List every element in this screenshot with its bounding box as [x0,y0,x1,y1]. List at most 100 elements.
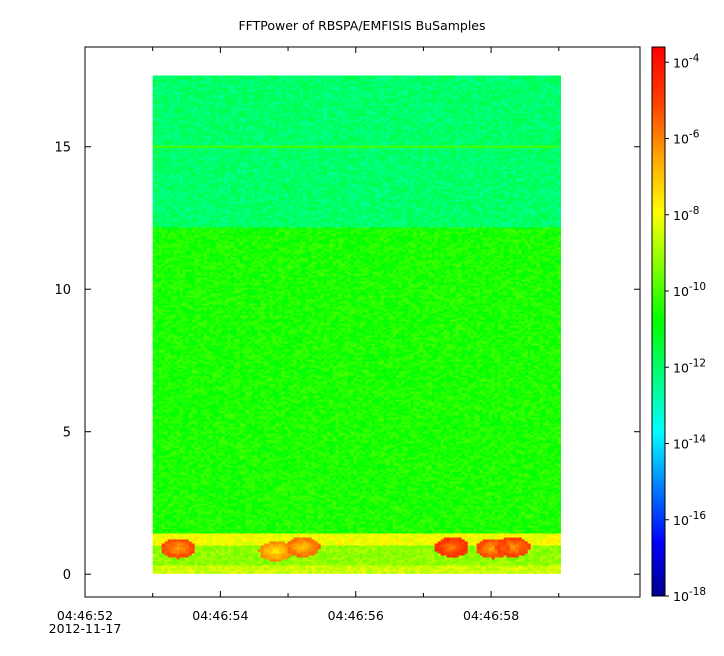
heatmap-cell [344,75,348,78]
heatmap-cell [296,81,300,84]
heatmap-cell [209,113,213,116]
heatmap-cell [446,121,450,124]
heatmap-cell [158,133,162,136]
heatmap-cell [371,143,375,146]
heatmap-cell [464,99,468,102]
heatmap-cell [230,117,234,120]
heatmap-cell [524,83,528,86]
heatmap-cell [236,85,240,88]
heatmap-cell [236,109,240,112]
heatmap-cell [482,135,486,138]
heatmap-cell [161,97,165,100]
heatmap-cell [533,97,537,100]
heatmap-cell [290,103,294,106]
heatmap-cell [278,107,282,110]
heatmap-cell [284,93,288,96]
heatmap-cell [440,107,444,110]
heatmap-cell [206,123,210,126]
heatmap-cell [467,131,471,134]
heatmap-cell [482,109,486,112]
heatmap-cell [152,105,156,108]
heatmap-cell [257,83,261,86]
heatmap-cell [326,107,330,110]
heatmap-cell [311,115,315,118]
heatmap-cell [503,121,507,124]
heatmap-cell [248,109,252,112]
heatmap-cell [509,99,513,102]
heatmap-cell [278,125,282,128]
heatmap-cell [530,109,534,112]
heatmap-cell [425,103,429,106]
heatmap-cell [167,139,171,142]
heatmap-cell [239,131,243,134]
heatmap-cell [338,111,342,114]
heatmap-cell [323,123,327,126]
heatmap-cell [509,103,513,106]
heatmap-cell [158,135,162,138]
heatmap-cell [506,97,510,100]
heatmap-cell [194,131,198,134]
heatmap-cell [368,137,372,140]
heatmap-cell [485,83,489,86]
heatmap-cell [470,123,474,126]
heatmap-cell [533,101,537,104]
heatmap-cell [467,105,471,108]
heatmap-cell [266,123,270,126]
heatmap-cell [509,97,513,100]
heatmap-cell [164,103,168,106]
heatmap-cell [455,105,459,108]
heatmap-cell [386,125,390,128]
heatmap-cell [527,141,531,144]
heatmap-cell [203,109,207,112]
heatmap-cell [242,119,246,122]
heatmap-cell [278,127,282,130]
heatmap-cell [278,87,282,90]
heatmap-cell [206,137,210,140]
heatmap-cell [155,91,159,94]
heatmap-cell [548,87,552,90]
heatmap-cell [434,147,438,150]
heatmap-cell [260,147,264,150]
heatmap-cell [413,79,417,82]
heatmap-cell [224,119,228,122]
heatmap-cell [287,79,291,82]
heatmap-cell [197,95,201,98]
heatmap-cell [182,131,186,134]
heatmap-cell [233,111,237,114]
heatmap-cell [317,143,321,146]
heatmap-cell [530,93,534,96]
heatmap-cell [350,131,354,134]
heatmap-cell [377,93,381,96]
heatmap-cell [335,87,339,90]
heatmap-cell [173,117,177,120]
heatmap-cell [428,89,432,92]
heatmap-cell [416,107,420,110]
heatmap-cell [308,85,312,88]
heatmap-cell [260,137,264,140]
heatmap-cell [203,133,207,136]
heatmap-cell [527,117,531,120]
heatmap-cell [476,75,480,78]
heatmap-cell [398,107,402,110]
heatmap-cell [332,115,336,118]
heatmap-cell [410,77,414,80]
heatmap-cell [347,101,351,104]
heatmap-cell [455,143,459,146]
heatmap-cell [530,87,534,90]
heatmap-cell [395,91,399,94]
heatmap-cell [272,137,276,140]
heatmap-cell [521,141,525,144]
heatmap-cell [509,91,513,94]
heatmap-cell [503,89,507,92]
heatmap-cell [368,107,372,110]
heatmap-cell [200,139,204,142]
heatmap-cell [329,91,333,94]
heatmap-cell [215,91,219,94]
heatmap-cell [521,143,525,146]
heatmap-cell [299,101,303,104]
heatmap-cell [152,137,156,140]
heatmap-cell [185,75,189,78]
heatmap-cell [503,77,507,80]
heatmap-cell [479,83,483,86]
heatmap-cell [323,99,327,102]
